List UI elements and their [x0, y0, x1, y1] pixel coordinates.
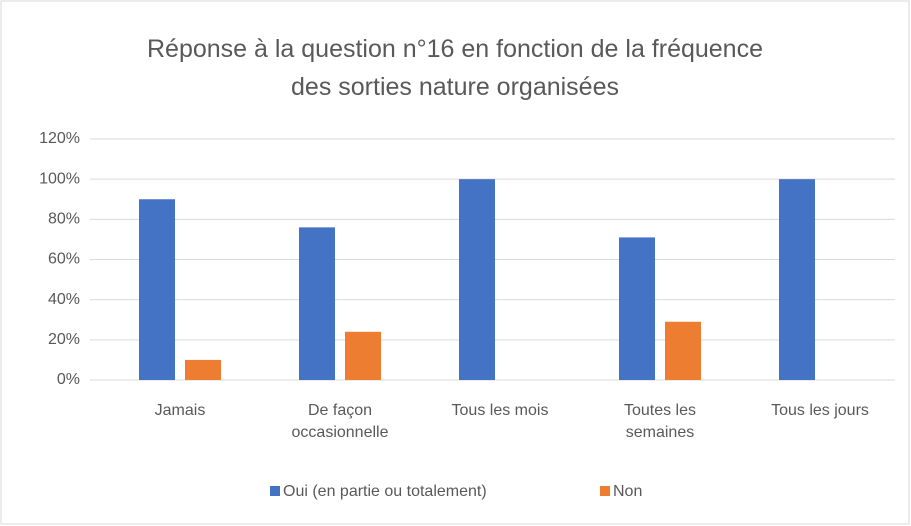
bar: [299, 227, 335, 380]
bar: [345, 331, 381, 380]
y-tick-label: 60%: [48, 251, 80, 268]
legend-label: Non: [613, 483, 642, 500]
bar: [619, 237, 655, 380]
chart-title: Réponse à la question n°16 en fonction d…: [146, 35, 763, 101]
bar: [185, 359, 221, 380]
y-tick-label: 0%: [57, 371, 80, 388]
bar: [459, 179, 495, 380]
x-tick-label: Tous les jours: [771, 402, 869, 419]
y-tick-label: 40%: [48, 291, 80, 308]
legend-label: Oui (en partie ou totalement): [283, 483, 487, 500]
y-tick-label: 20%: [48, 331, 80, 348]
y-tick-label: 120%: [39, 130, 80, 147]
x-tick-label: Tous les mois: [451, 402, 549, 419]
bar: [779, 179, 815, 380]
y-tick-label: 100%: [39, 170, 80, 187]
bar: [139, 199, 175, 380]
legend-swatch: [270, 486, 280, 496]
x-tick-label: Jamais: [154, 402, 206, 419]
y-tick-label: 80%: [48, 211, 80, 228]
x-tick-label: De façon occasionnelle: [291, 402, 389, 441]
legend-swatch: [600, 486, 610, 496]
x-tick-label: Toutes les semaines: [623, 402, 697, 441]
bar: [665, 321, 701, 380]
